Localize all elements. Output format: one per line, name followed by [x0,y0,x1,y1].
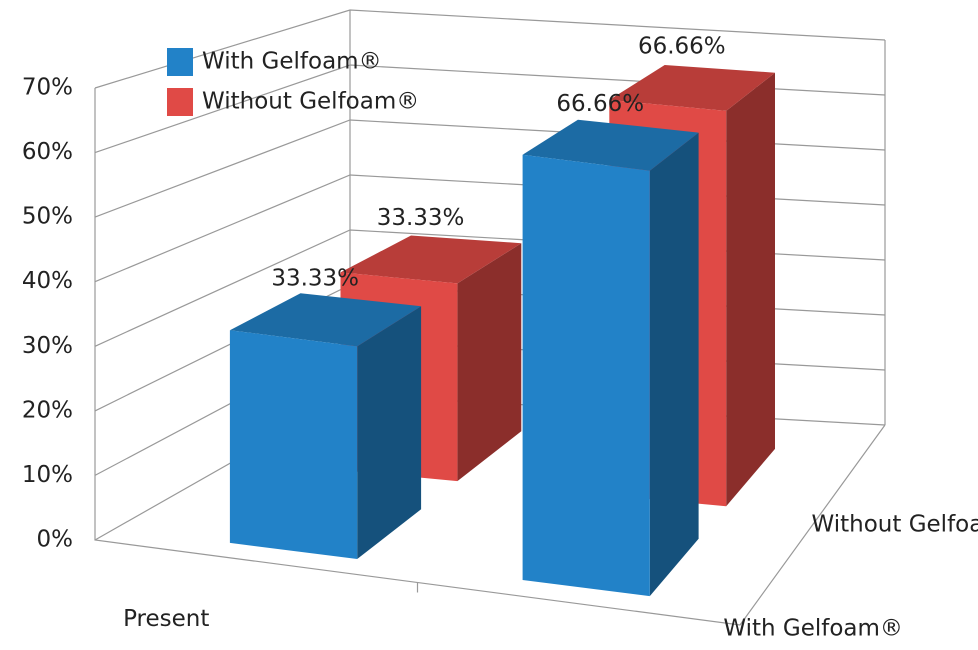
x-tick-label: Present [123,606,209,632]
value-label: 66.66% [638,34,726,60]
bar [229,293,422,559]
bar-side [726,72,775,507]
y-tick-label: 40% [22,268,73,294]
bar-side [649,132,699,597]
depth-label: Without Gelfoam® [812,512,978,538]
legend-swatch [167,48,193,76]
depth-label: With Gelfoam® [723,616,903,642]
bar-top [229,293,422,347]
y-tick-label: 20% [22,397,73,423]
y-tick-label: 30% [22,333,73,359]
bar-front [229,330,358,559]
y-tick-label: 50% [22,204,73,230]
legend-swatch [167,88,193,116]
x-tick-label: Absent [469,648,549,650]
y-tick-label: 10% [22,462,73,488]
y-tick-label: 60% [22,139,73,165]
bar-top [340,235,522,284]
bar-side [457,243,522,482]
legend-label: With Gelfoam® [202,49,382,75]
y-tick-label: 70% [22,75,73,101]
value-label: 66.66% [556,91,644,117]
y-tick-label: 0% [37,527,74,553]
bar [522,119,699,597]
bar-top [609,65,775,111]
bar-side [357,306,422,559]
value-label: 33.33% [377,205,465,231]
value-label: 33.33% [271,266,359,292]
bar-front [522,154,650,597]
bar-top [522,119,699,171]
legend-label: Without Gelfoam® [202,89,419,115]
